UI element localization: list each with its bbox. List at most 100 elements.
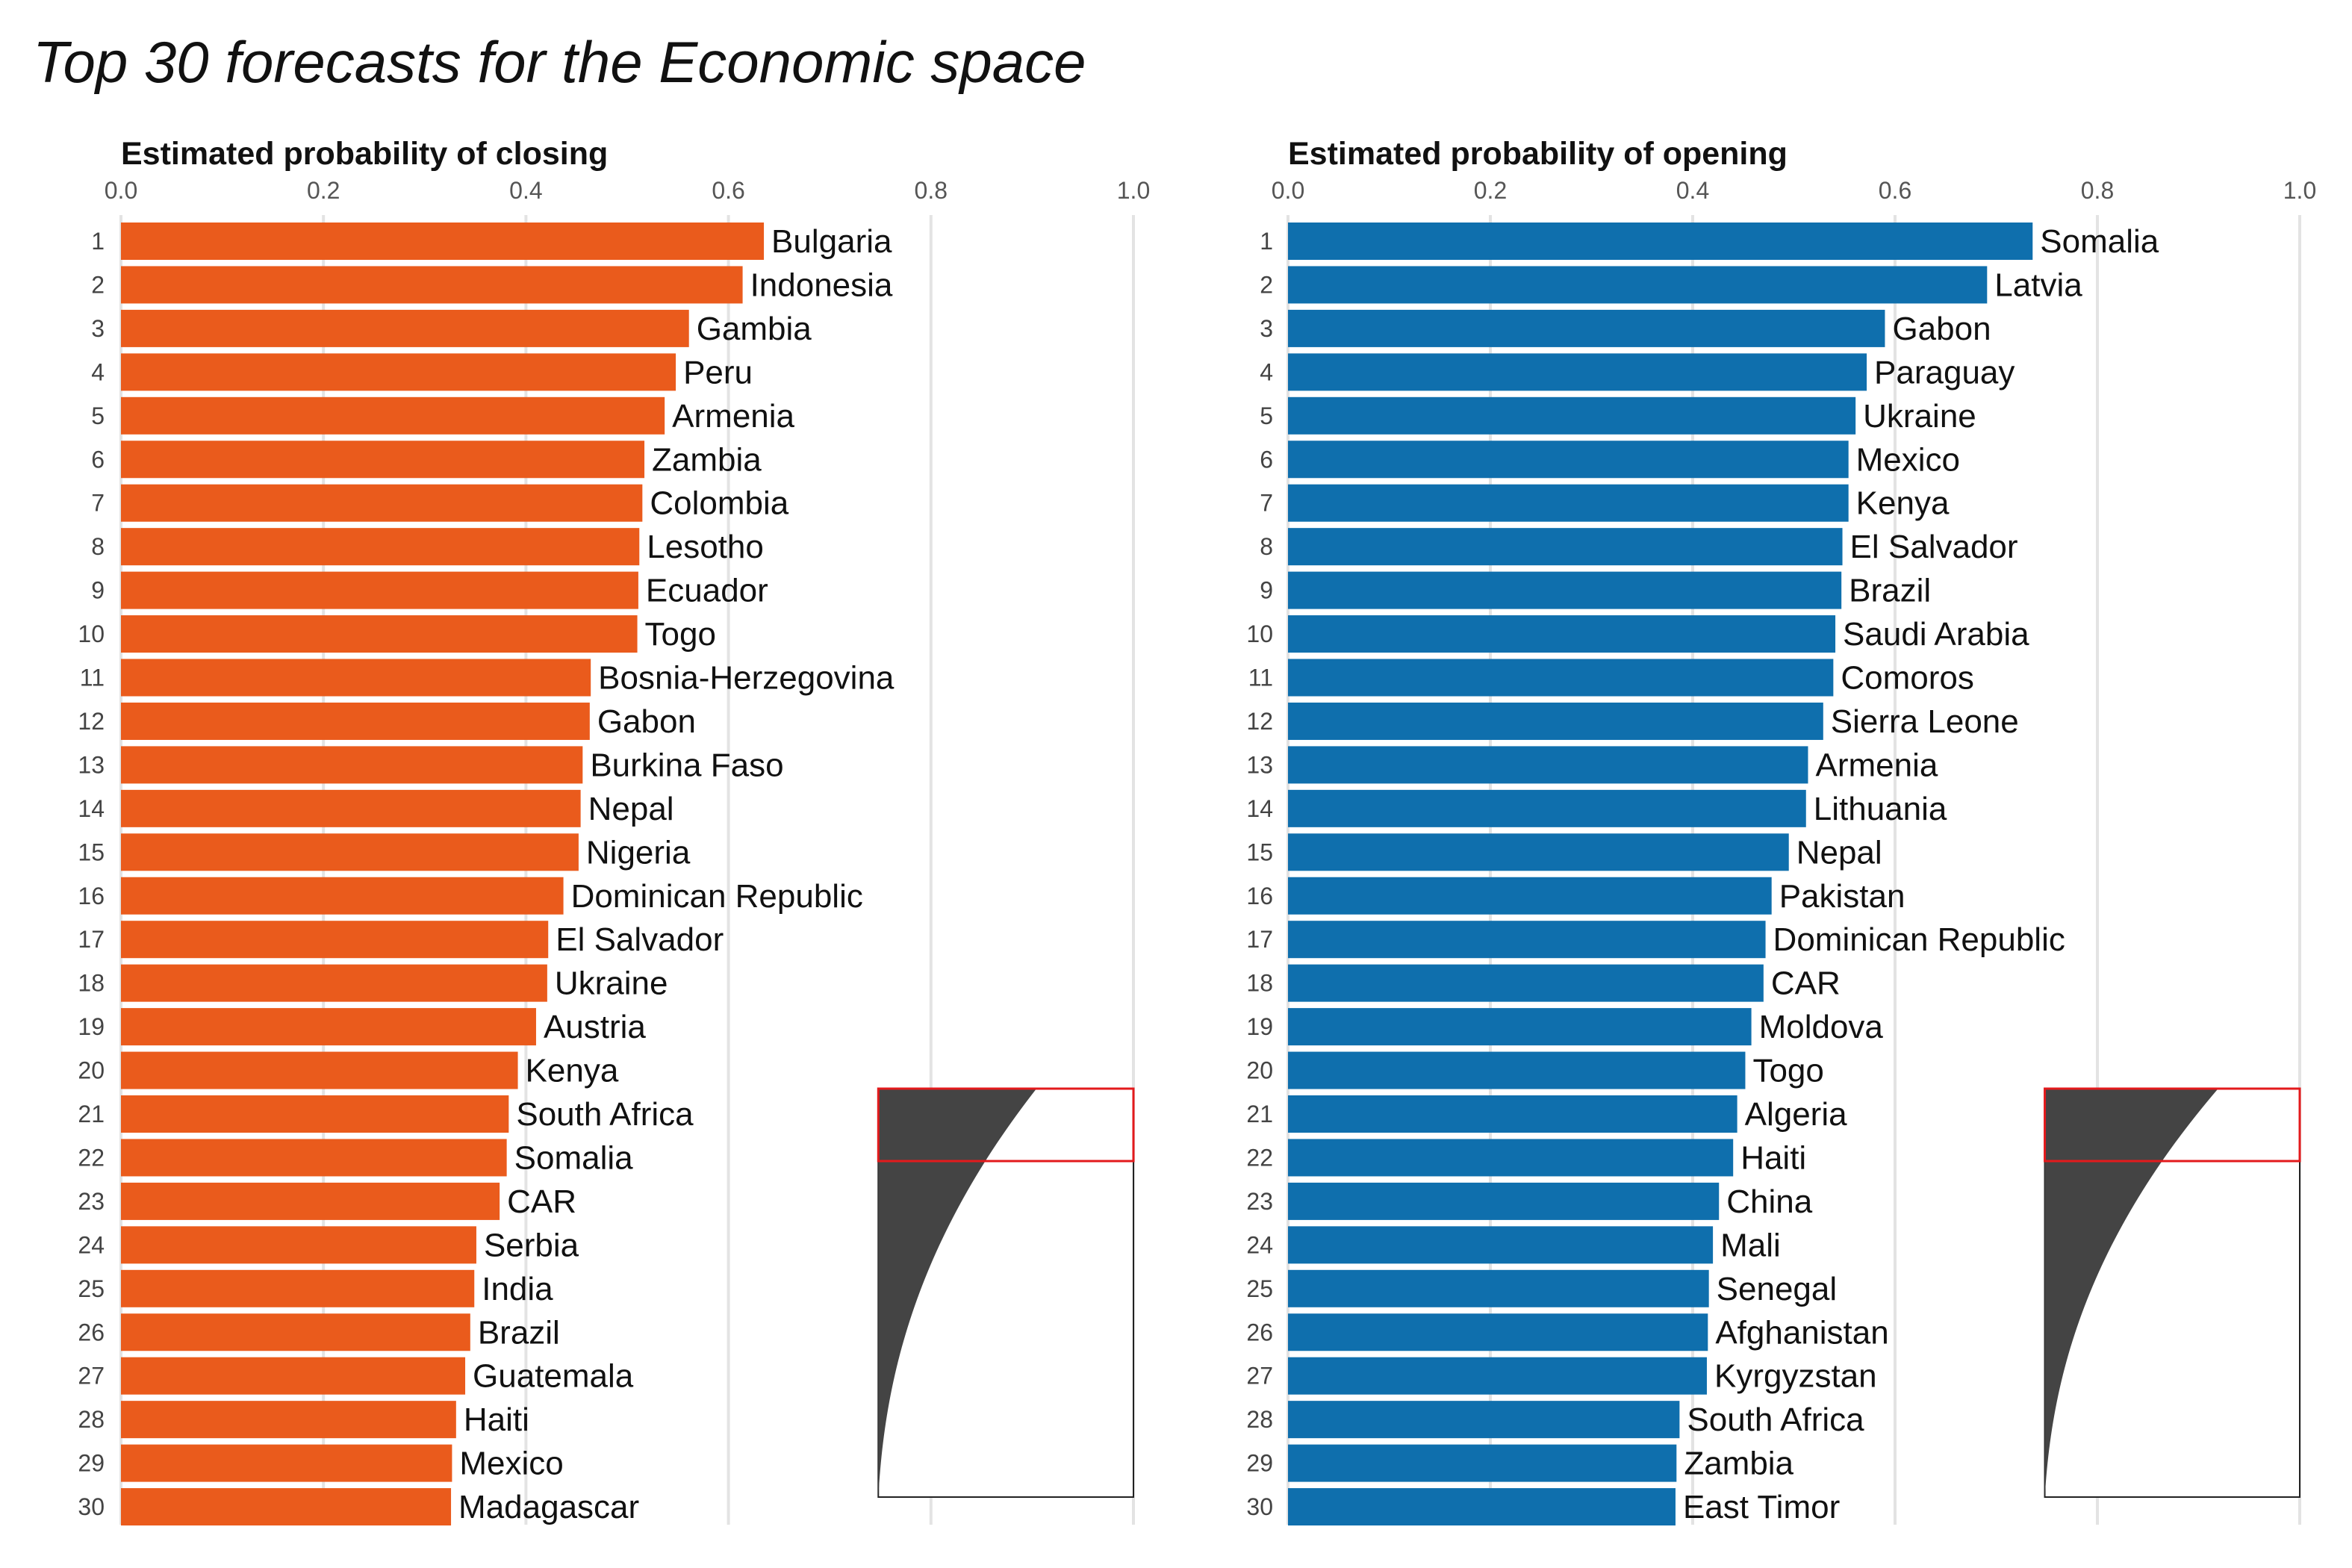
opening-rank-label: 3: [1260, 315, 1273, 342]
opening-bar-label: Lithuania: [1814, 791, 1947, 827]
opening-rank-label: 25: [1246, 1275, 1273, 1302]
opening-bar-label: Saudi Arabia: [1843, 616, 2029, 653]
closing-bar: [121, 964, 547, 1002]
closing-bar-label: Mexico: [459, 1446, 563, 1482]
opening-tick-label: 0.0: [1272, 177, 1304, 204]
closing-rank-label: 18: [78, 970, 105, 997]
closing-bar: [121, 1269, 475, 1307]
opening-bar-label: Haiti: [1740, 1139, 1806, 1176]
opening-bar-label: Zambia: [1684, 1446, 1793, 1482]
opening-rank-label: 17: [1246, 926, 1273, 953]
closing-bar: [121, 659, 591, 697]
closing-bar-label: Gabon: [597, 703, 696, 740]
closing-bar: [121, 309, 689, 347]
opening-bar-label: Mexico: [1856, 441, 1960, 478]
opening-inset-area: [2044, 1089, 2218, 1497]
opening-rank-label: 13: [1246, 751, 1273, 778]
closing-bar: [121, 1182, 500, 1220]
closing-bar: [121, 353, 676, 391]
closing-bar-label: CAR: [507, 1183, 576, 1220]
opening-bar: [1288, 528, 1843, 566]
opening-rank-label: 5: [1260, 402, 1273, 429]
opening-rank-label: 11: [1248, 665, 1273, 691]
opening-tick-label: 0.6: [1879, 177, 1911, 204]
closing-bar: [121, 1357, 466, 1395]
closing-bar-label: Haiti: [464, 1401, 529, 1438]
closing-bar: [121, 1444, 452, 1482]
closing-bar-label: Burkina Faso: [590, 747, 783, 783]
closing-rank-label: 19: [78, 1013, 105, 1040]
closing-bar: [121, 223, 765, 260]
opening-bar: [1288, 441, 1849, 479]
opening-bar-label: Sierra Leone: [1831, 703, 2019, 740]
opening-rank-label: 10: [1246, 620, 1273, 647]
opening-bar-label: Nepal: [1796, 834, 1882, 871]
closing-bar-label: Armenia: [672, 398, 794, 435]
opening-bar: [1288, 702, 1823, 740]
opening-bar: [1288, 964, 1764, 1002]
opening-bar: [1288, 396, 1856, 435]
opening-rank-label: 18: [1246, 970, 1273, 997]
opening-rank-label: 28: [1246, 1406, 1273, 1433]
closing-rank-label: 10: [78, 620, 105, 647]
closing-tick-label: 0.0: [105, 177, 137, 204]
opening-bar: [1288, 266, 1988, 304]
opening-bar-label: Dominican Republic: [1773, 921, 2065, 958]
closing-bar-label: Ecuador: [646, 573, 768, 609]
opening-bar: [1288, 223, 2033, 260]
opening-rank-label: 30: [1246, 1493, 1273, 1520]
opening-bar-label: Pakistan: [1779, 878, 1905, 915]
closing-bar-label: South Africa: [516, 1096, 694, 1133]
closing-bar: [121, 528, 640, 566]
opening-bar-label: Algeria: [1745, 1096, 1847, 1133]
opening-bar: [1288, 615, 1836, 653]
closing-bar: [121, 833, 579, 871]
opening-bar-label: El Salvador: [1850, 529, 2018, 565]
closing-bar-label: Guatemala: [473, 1358, 634, 1395]
closing-bar-label: Bosnia-Herzegovina: [598, 660, 895, 697]
closing-bar-label: Dominican Republic: [571, 878, 863, 915]
closing-bar: [121, 441, 645, 479]
opening-bar: [1288, 309, 1885, 347]
closing-bar-label: Ukraine: [555, 965, 668, 1002]
opening-rank-label: 12: [1246, 708, 1273, 735]
opening-rank-label: 26: [1246, 1319, 1273, 1345]
opening-bar-label: Senegal: [1717, 1271, 1837, 1307]
closing-bar-label: Peru: [683, 354, 753, 391]
opening-bar-label: Brazil: [1849, 573, 1931, 609]
closing-rank-label: 13: [78, 751, 105, 778]
panel-opening: Estimated probability of opening 0.0 0.2 0.…: [1246, 136, 2316, 1526]
closing-rank-label: 24: [78, 1231, 105, 1258]
chart-title: Top 30 forecasts for the Economic space: [33, 29, 1086, 95]
opening-rank-label: 27: [1246, 1363, 1273, 1390]
closing-bar: [121, 396, 665, 435]
closing-rank-label: 27: [78, 1363, 105, 1390]
closing-bar: [121, 1313, 470, 1351]
opening-bar-label: Somalia: [2040, 223, 2159, 260]
opening-rank-label: 15: [1246, 839, 1273, 865]
opening-bar-label: Armenia: [1815, 747, 1938, 783]
closing-bar-label: Nepal: [588, 791, 674, 827]
opening-bar-label: East Timor: [1683, 1489, 1840, 1525]
opening-bar: [1288, 571, 1842, 609]
closing-bar: [121, 1226, 476, 1264]
opening-bar-label: Ukraine: [1863, 398, 1976, 435]
panel-closing: Estimated probability of closing 0.0 0.2 0.…: [78, 136, 1150, 1526]
closing-bar-label: Nigeria: [586, 834, 691, 871]
opening-bar: [1288, 1444, 1677, 1482]
closing-rank-label: 7: [91, 490, 105, 517]
closing-bar: [121, 1488, 452, 1526]
closing-rank-label: 5: [91, 402, 105, 429]
closing-bar-label: Kenya: [526, 1053, 619, 1089]
opening-bar: [1288, 484, 1849, 522]
opening-bar: [1288, 1269, 1709, 1307]
closing-rank-label: 20: [78, 1057, 105, 1084]
opening-bar: [1288, 1182, 1720, 1220]
opening-bar: [1288, 1401, 1680, 1439]
opening-tick-label: 1.0: [2283, 177, 2316, 204]
opening-bar-label: Kenya: [1856, 485, 1950, 522]
opening-bar: [1288, 1226, 1714, 1264]
opening-rank-label: 14: [1246, 795, 1273, 822]
closing-bar-label: Bulgaria: [771, 223, 892, 260]
